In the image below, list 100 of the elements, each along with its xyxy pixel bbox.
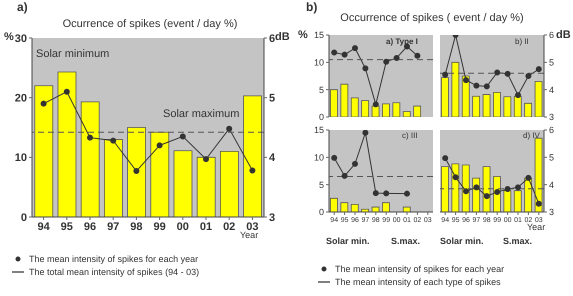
point	[203, 156, 209, 162]
bar	[350, 204, 359, 212]
point	[442, 72, 448, 78]
y2-tick-label: 3	[549, 112, 554, 122]
point	[64, 88, 70, 95]
point	[226, 126, 232, 132]
y2-tick-label: 6	[549, 125, 554, 136]
y-tick-label: 10	[314, 58, 324, 68]
bar	[220, 150, 239, 217]
legend-label: The mean intensity of each type of spikes	[335, 277, 501, 287]
annotation: c) III	[402, 131, 418, 140]
point	[473, 82, 480, 89]
bar	[196, 156, 216, 217]
bar	[413, 106, 422, 117]
bar	[441, 77, 449, 117]
point	[383, 190, 390, 196]
y-tick-label: 5	[318, 180, 324, 190]
point	[442, 155, 448, 162]
x-tick-label: 96	[84, 220, 96, 233]
bar	[482, 94, 490, 117]
x-tick-label: 00	[176, 220, 189, 233]
x-tick-label: 97	[107, 220, 120, 233]
point	[536, 66, 542, 72]
point	[404, 190, 410, 197]
x-tick-label: 94	[37, 220, 51, 233]
y-tick-label: 0	[318, 112, 324, 122]
annotation: d) IV	[523, 131, 540, 140]
bar	[524, 102, 532, 117]
bar	[503, 96, 512, 117]
y2-tick-label: 4	[549, 84, 554, 95]
y2-tick-label: 6	[269, 32, 276, 45]
text: Solar min.	[440, 236, 484, 246]
point	[342, 172, 348, 179]
point	[133, 168, 140, 174]
text: a)	[17, 0, 28, 14]
x-tick-label: 98	[130, 220, 143, 233]
text: Solar min.	[326, 236, 370, 246]
y-tick-label: 10	[314, 152, 324, 163]
bar	[402, 111, 411, 117]
x-tick-label: 03	[246, 220, 259, 233]
annotation: Solar maximum	[163, 108, 240, 120]
bar	[372, 206, 380, 212]
bar	[493, 92, 501, 117]
bar	[104, 139, 123, 217]
bar	[514, 96, 522, 117]
chart-title: Occurrence of spikes ( event / day %)	[340, 12, 524, 24]
point	[362, 65, 368, 72]
point	[87, 134, 93, 141]
point	[484, 193, 490, 200]
y2-tick-label: 3	[549, 207, 554, 218]
y-tick-label: 5	[318, 84, 324, 95]
point	[504, 186, 511, 192]
point	[463, 188, 469, 194]
y-axis-title: %	[4, 31, 14, 43]
point	[484, 83, 490, 90]
bar	[340, 84, 348, 117]
point	[342, 52, 348, 58]
annotation: Solar minimum	[36, 48, 110, 60]
point	[525, 73, 532, 79]
point	[372, 101, 379, 108]
point	[383, 58, 390, 65]
y2-axis-title: dB	[275, 31, 290, 43]
point	[515, 92, 521, 98]
point	[331, 154, 338, 161]
y-tick-label: 15	[314, 30, 324, 40]
annotation: a) Type I	[386, 37, 418, 46]
y-axis-title: %	[298, 29, 308, 41]
point	[494, 69, 500, 76]
point	[331, 49, 338, 56]
y2-tick-label: 5	[549, 152, 554, 163]
legend-label: The total mean intensity of spikes (94 - 03)	[29, 267, 200, 277]
point	[362, 130, 368, 136]
bar	[350, 97, 359, 117]
point	[352, 160, 358, 167]
y-tick-label: 0	[20, 212, 27, 224]
point	[40, 100, 47, 107]
y2-tick-label: 3	[269, 212, 276, 224]
point	[394, 54, 400, 61]
point	[372, 190, 379, 196]
bar	[392, 102, 400, 117]
x-tick-label: 01	[200, 220, 212, 233]
y2-tick-label: 4	[549, 180, 554, 190]
bar	[330, 198, 338, 212]
x-tick-label: 02	[223, 220, 236, 233]
point	[180, 133, 186, 140]
text: S.max.	[503, 236, 532, 246]
text: S.max.	[391, 236, 420, 246]
bar	[361, 100, 370, 117]
y-tick-label: 30	[14, 32, 27, 45]
bar	[534, 81, 542, 117]
y2-tick-label: 5	[549, 58, 554, 68]
point	[414, 52, 420, 59]
point	[494, 189, 500, 196]
y-tick-label: 20	[14, 92, 27, 105]
y-tick-label: 0	[318, 207, 324, 218]
bar	[340, 202, 348, 212]
point	[352, 45, 358, 52]
bar	[372, 106, 380, 117]
point	[249, 167, 256, 174]
point	[515, 184, 521, 190]
